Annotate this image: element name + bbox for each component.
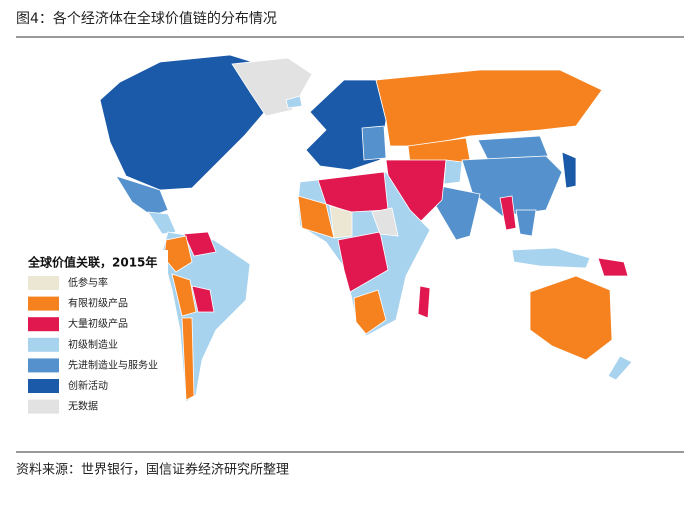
region — [147, 211, 177, 235]
region — [329, 205, 353, 239]
legend-swatch — [28, 399, 59, 414]
region — [99, 54, 273, 191]
legend-title: 全球价值关联，2015年 — [27, 255, 157, 270]
legend-swatch — [28, 317, 59, 332]
region — [371, 207, 399, 237]
legend-swatch — [28, 296, 59, 311]
legend: 全球价值关联，2015年 低参与率有限初级产品大量初级产品初级制造业先进制造业与… — [20, 250, 168, 426]
region — [337, 231, 389, 293]
region — [499, 195, 517, 231]
region — [171, 273, 197, 317]
legend-swatch — [28, 379, 59, 393]
region — [181, 317, 195, 401]
region — [477, 135, 549, 161]
region — [597, 257, 629, 277]
legend-label: 创新活动 — [68, 379, 108, 392]
legend-swatch — [28, 276, 59, 290]
legend-swatch — [28, 358, 59, 373]
source: 资料来源：世界银行，国信证券经济研究所整理 — [16, 462, 289, 478]
region — [375, 69, 603, 147]
legend-label: 初级制造业 — [68, 338, 118, 351]
region — [561, 151, 577, 189]
region — [285, 95, 303, 109]
legend-label: 低参与率 — [68, 276, 108, 289]
region — [183, 231, 217, 257]
region — [511, 247, 591, 269]
legend-swatch — [28, 337, 59, 352]
region — [353, 289, 387, 335]
title: 图4：各个经济体在全球价值链的分布情况 — [16, 10, 277, 27]
region — [361, 125, 387, 161]
region — [191, 285, 215, 313]
region — [529, 275, 613, 361]
world-map — [99, 54, 633, 403]
legend-label: 先进制造业与服务业 — [68, 358, 158, 371]
legend-label: 大量初级产品 — [68, 317, 128, 330]
region — [443, 159, 463, 185]
region — [607, 355, 633, 381]
legend-label: 无数据 — [68, 400, 98, 413]
region — [317, 171, 389, 213]
region — [515, 209, 537, 237]
region — [417, 285, 431, 319]
legend-label: 有限初级产品 — [68, 297, 128, 310]
